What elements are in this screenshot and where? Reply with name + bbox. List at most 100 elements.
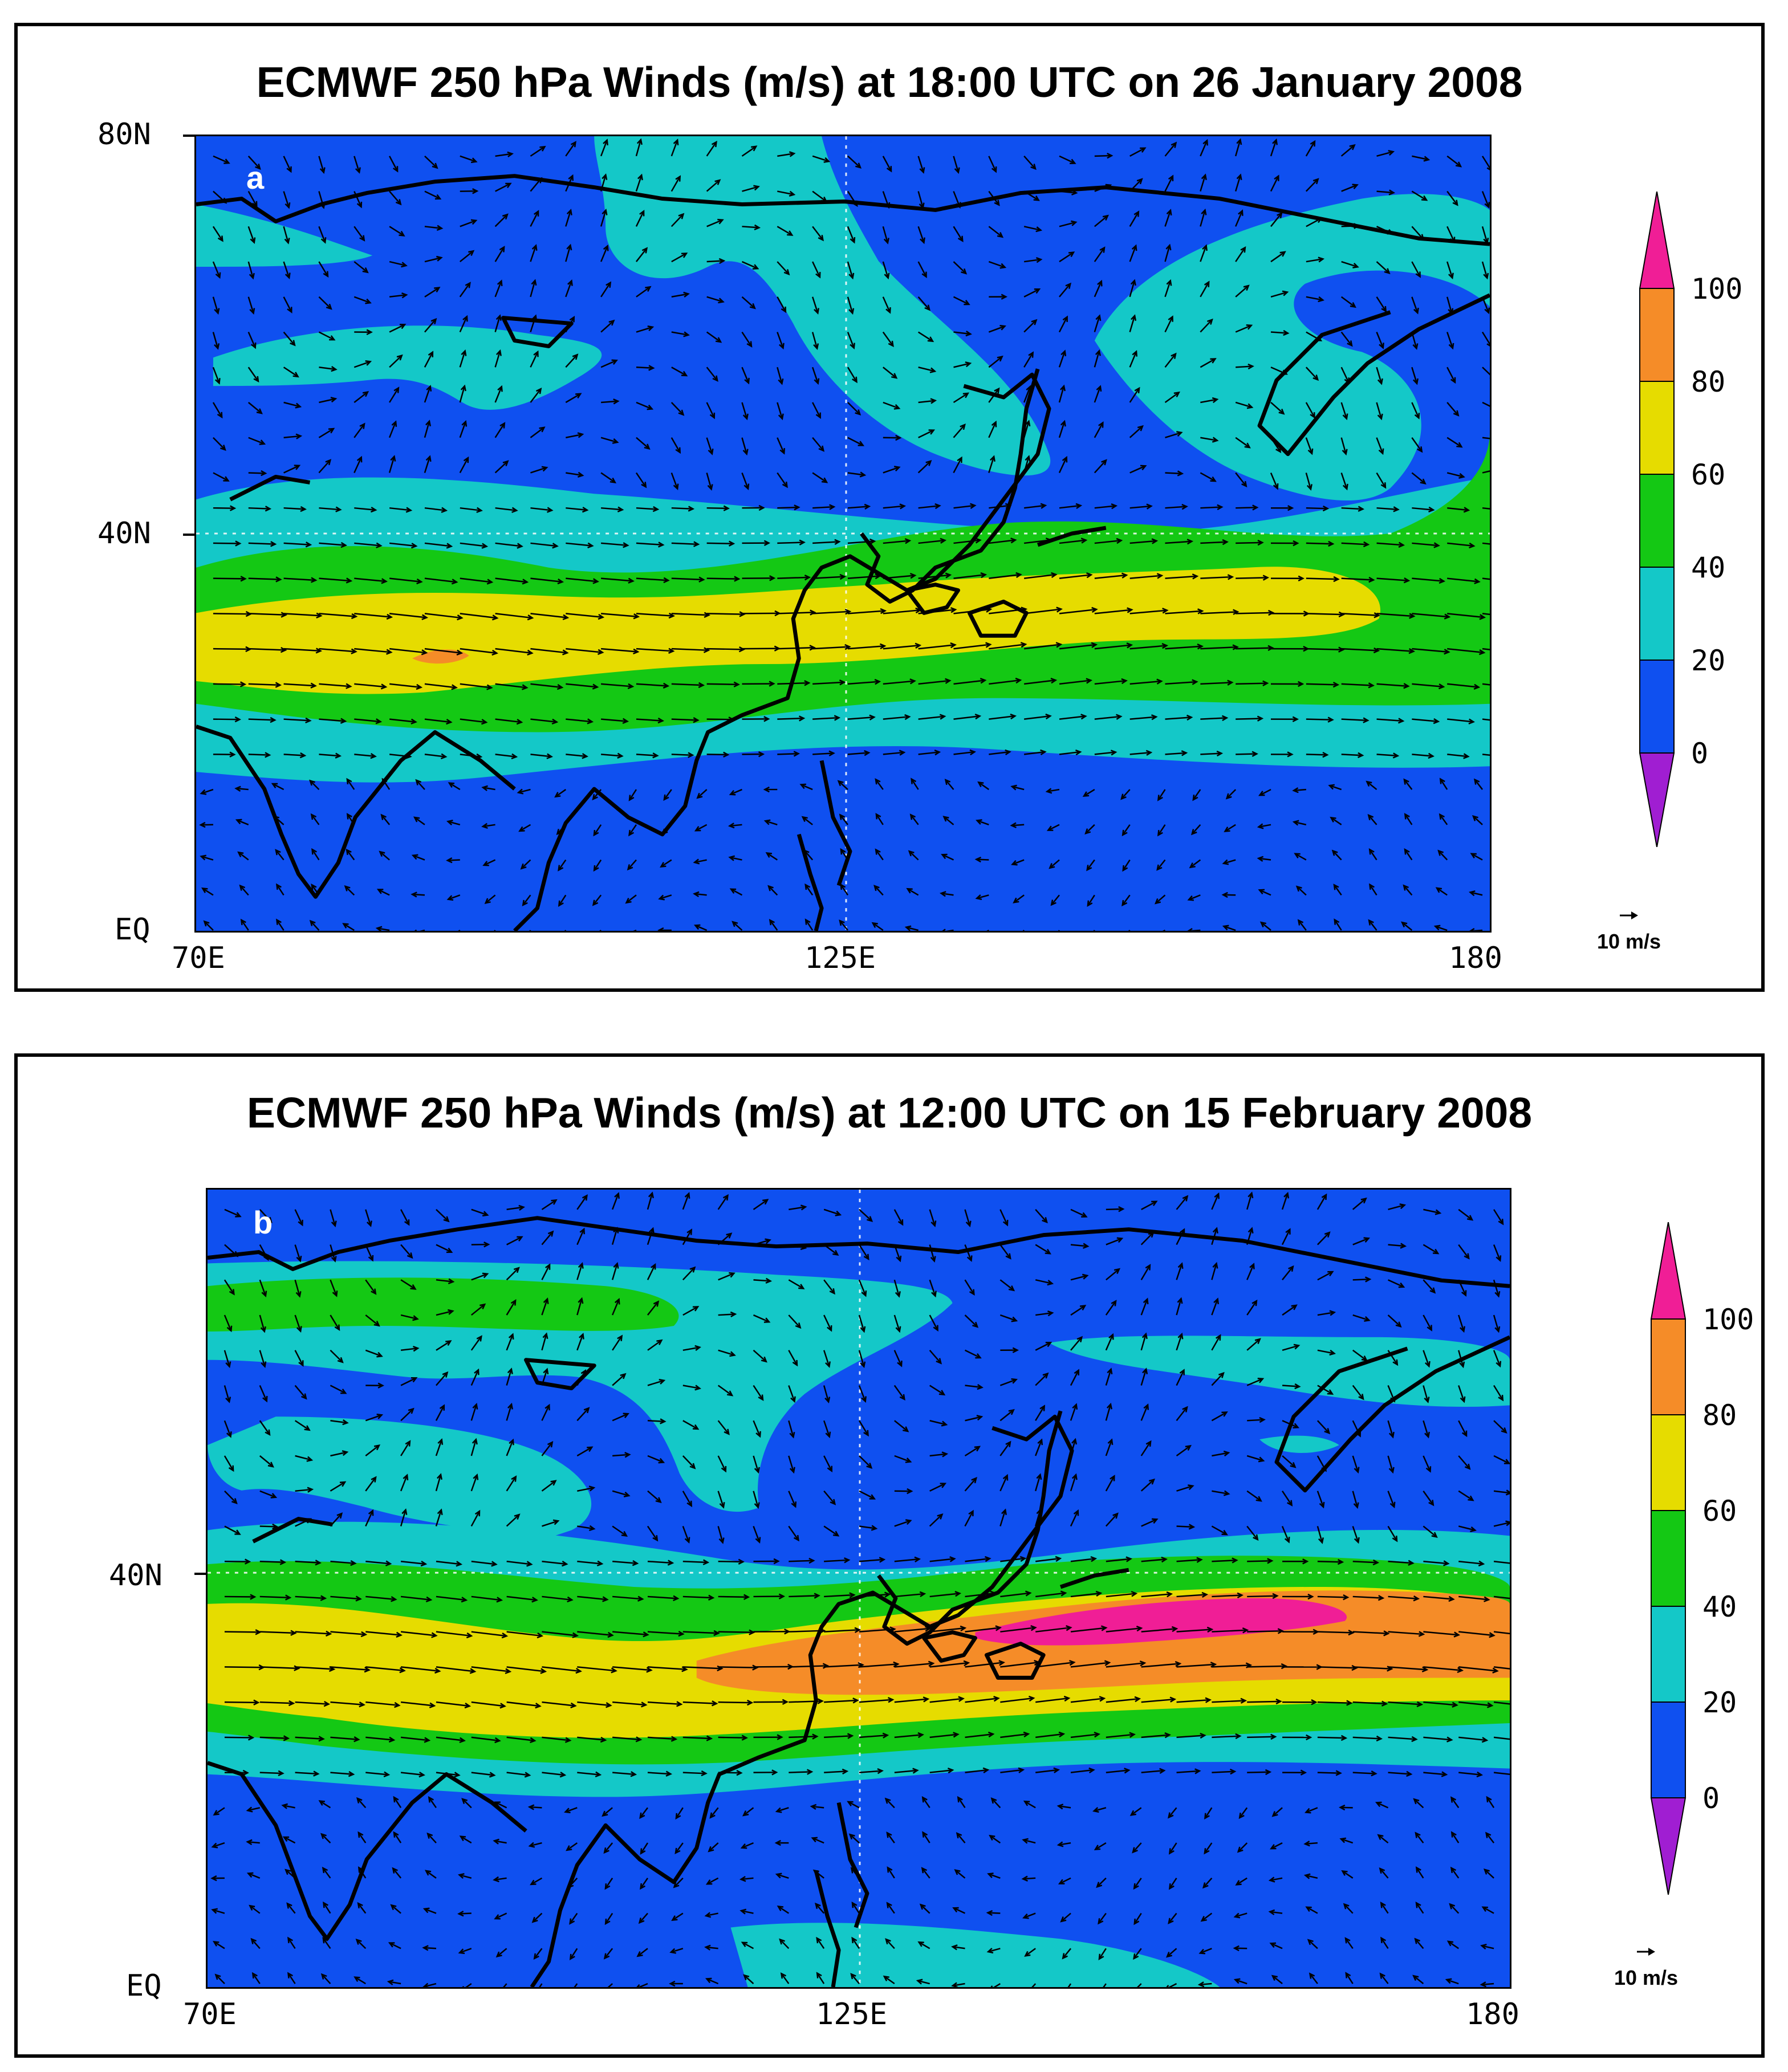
lat-label-eq: EQ	[126, 1969, 162, 2003]
wind-vector-head	[1249, 1263, 1255, 1269]
wind-vector-head	[270, 541, 277, 547]
wind-vector-head	[1469, 542, 1476, 549]
wind-vector-head	[528, 1842, 535, 1848]
wind-vector	[565, 245, 571, 262]
wind-vector-head	[1371, 1770, 1377, 1777]
wind-vector-head	[331, 1256, 337, 1263]
wind-vector	[965, 1416, 982, 1422]
wind-vector	[1094, 679, 1127, 685]
wind-vector	[1493, 1521, 1510, 1527]
wind-vector-head	[287, 1936, 293, 1944]
wind-vector-head	[1277, 211, 1283, 219]
wind-vector	[706, 1877, 719, 1885]
wind-vector	[779, 1939, 790, 1949]
wind-vector	[993, 1983, 1001, 1987]
wind-vector-head	[547, 507, 554, 513]
wind-vector	[1305, 402, 1315, 418]
wind-vector	[753, 1349, 767, 1362]
wind-vector	[823, 1244, 838, 1256]
wind-vector-head	[1190, 829, 1197, 836]
wind-vector-head	[281, 1803, 288, 1809]
wind-vector-head	[1265, 1769, 1272, 1776]
wind-vector	[612, 1560, 637, 1565]
wind-vector	[1296, 886, 1307, 896]
wind-vector	[365, 1476, 377, 1492]
wind-vector	[436, 1279, 453, 1283]
wind-vector-head	[1122, 865, 1128, 872]
wind-vector	[978, 781, 990, 791]
wind-vector	[495, 182, 511, 192]
wind-vector	[330, 1481, 346, 1492]
wind-vector-head	[829, 504, 836, 510]
wind-vector-head	[791, 1501, 797, 1508]
wind-vector	[283, 577, 316, 581]
wind-vector-head	[783, 269, 790, 276]
wind-vector-head	[313, 1770, 320, 1777]
wind-vector-head	[744, 377, 750, 385]
wind-vector-head	[1188, 1524, 1196, 1530]
wind-vector-head	[1023, 1800, 1030, 1806]
wind-vector	[1482, 470, 1490, 474]
wind-vector-head	[1463, 507, 1470, 513]
wind-vector	[594, 859, 602, 871]
wind-vector-head	[307, 1487, 314, 1493]
wind-vector-head	[284, 238, 290, 245]
wind-vector	[1058, 385, 1065, 403]
wind-vector	[1305, 1874, 1318, 1879]
wind-vector-head	[719, 1502, 725, 1509]
wind-vector	[647, 1595, 678, 1599]
wind-vector-head	[518, 1204, 525, 1211]
wind-vector-head	[556, 828, 563, 835]
wind-vector-head	[556, 684, 564, 690]
wind-vector	[1309, 1973, 1318, 1984]
wind-vector	[576, 1195, 588, 1210]
wind-vector	[1368, 919, 1377, 931]
wind-vector	[283, 465, 300, 474]
wind-vector-head	[1082, 791, 1090, 797]
wind-vector	[294, 1385, 307, 1399]
wind-vector	[530, 280, 536, 298]
wind-vector-head	[851, 1936, 858, 1944]
lon-label-180: 180	[1449, 941, 1502, 975]
wind-vector	[918, 504, 940, 509]
wind-vector-head	[1338, 611, 1346, 618]
wind-vector	[706, 683, 739, 686]
wind-vector	[1411, 296, 1419, 314]
wind-vector-head	[1257, 539, 1264, 546]
wind-vector-head	[1110, 750, 1118, 756]
wind-vector	[777, 542, 804, 544]
wind-vector	[241, 919, 249, 931]
wind-vector	[1023, 1839, 1036, 1844]
wind-vector-head	[960, 1625, 967, 1632]
wind-vector-head	[1342, 483, 1348, 491]
wind-vector-head	[1034, 288, 1041, 294]
wind-vector-head	[678, 409, 685, 416]
wind-vector-head	[1246, 403, 1254, 409]
wind-vector	[1316, 1420, 1330, 1434]
wind-vector-head	[380, 813, 387, 820]
wind-vector	[542, 1560, 567, 1565]
wind-vector	[213, 190, 226, 203]
wind-vector-head	[1056, 1841, 1064, 1847]
wind-vector-head	[1438, 683, 1445, 690]
wind-vector	[566, 1842, 578, 1851]
wind-vector	[1164, 176, 1173, 192]
wind-vector	[353, 261, 368, 273]
wind-vector	[847, 155, 861, 168]
wind-vector-head	[974, 856, 982, 863]
wind-vector-head	[1168, 1918, 1174, 1924]
wind-vector-head	[754, 224, 761, 231]
wind-vector-head	[1086, 572, 1093, 579]
wind-vector	[1165, 540, 1192, 544]
wind-vector	[611, 1193, 619, 1210]
wind-vector	[1140, 1479, 1155, 1492]
wind-vector-head	[804, 680, 811, 686]
wind-vector-head	[203, 920, 210, 927]
wind-vector-head	[593, 865, 599, 872]
wind-vector-head	[1295, 885, 1302, 892]
wind-vector-head	[1425, 1466, 1432, 1473]
wind-vector	[1306, 718, 1333, 721]
wind-vector-head	[1246, 324, 1253, 330]
wind-vector-head	[578, 1262, 584, 1269]
wind-vector-head	[250, 1594, 257, 1600]
